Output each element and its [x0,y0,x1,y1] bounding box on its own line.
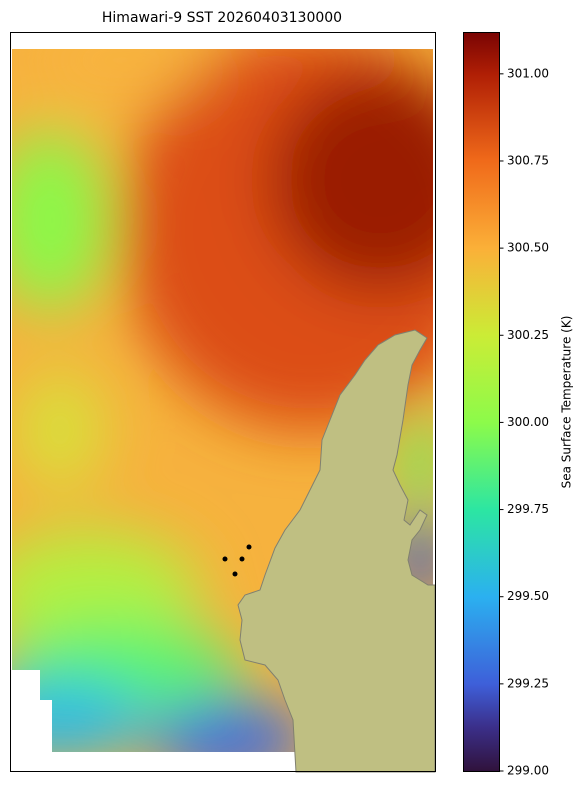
colorbar-tick-label: 300.75 [507,153,549,167]
land [237,329,436,773]
colorbar [463,32,500,772]
colorbar-tick-label: 299.00 [507,764,549,778]
colorbar-tick-label: 299.25 [507,676,549,690]
colorbar-tick-label: 300.00 [507,415,549,429]
colorbar-label: Sea Surface Temperature (K) [560,316,574,489]
colorbar-tick-label: 299.50 [507,589,549,603]
colorbar-tick-label: 299.75 [507,502,549,516]
colorbar-tick-label: 300.25 [507,328,549,342]
sst-field [12,49,433,752]
stations [222,544,252,577]
colorbar-tick-label: 301.00 [507,66,549,80]
map-frame [10,32,436,772]
colorbar-tick-label: 300.50 [507,241,549,255]
title: Himawari-9 SST 20260403130000 [102,10,342,26]
